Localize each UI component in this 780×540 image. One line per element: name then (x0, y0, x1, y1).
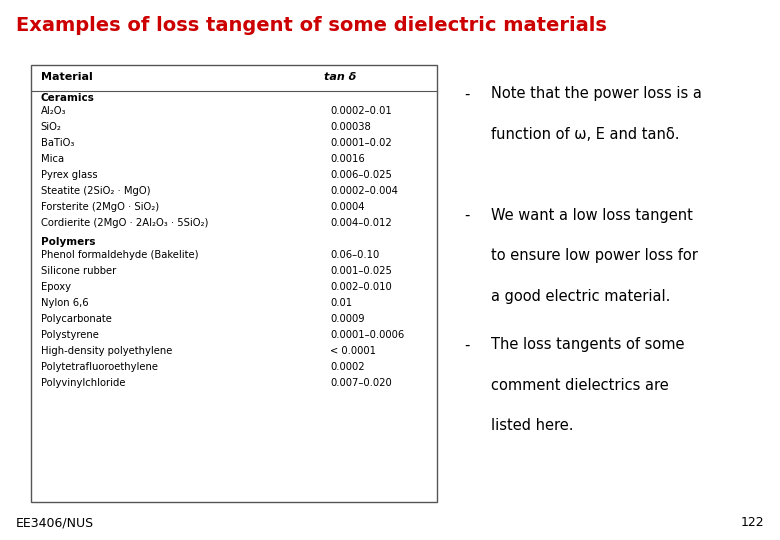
Text: < 0.0001: < 0.0001 (330, 346, 376, 356)
Text: -: - (464, 208, 470, 223)
Text: The loss tangents of some: The loss tangents of some (491, 338, 685, 353)
Text: 0.0016: 0.0016 (330, 154, 365, 164)
Text: 0.0002–0.01: 0.0002–0.01 (330, 106, 392, 117)
Text: function of ω, E and tanδ.: function of ω, E and tanδ. (491, 127, 680, 142)
Text: comment dielectrics are: comment dielectrics are (491, 378, 669, 393)
Text: Phenol formaldehyde (Bakelite): Phenol formaldehyde (Bakelite) (41, 250, 198, 260)
Text: Al₂O₃: Al₂O₃ (41, 106, 66, 117)
Text: Forsterite (2MgO · SiO₂): Forsterite (2MgO · SiO₂) (41, 202, 158, 212)
Text: listed here.: listed here. (491, 418, 574, 434)
Text: Pyrex glass: Pyrex glass (41, 170, 98, 180)
Text: 0.00038: 0.00038 (330, 123, 370, 132)
Text: Mica: Mica (41, 154, 64, 164)
Text: Material: Material (41, 72, 92, 82)
Text: 0.01: 0.01 (330, 298, 352, 308)
Text: 0.0001–0.0006: 0.0001–0.0006 (330, 330, 404, 340)
Text: Silicone rubber: Silicone rubber (41, 266, 115, 276)
Text: Polytetrafluoroethylene: Polytetrafluoroethylene (41, 362, 158, 372)
Text: Polyvinylchloride: Polyvinylchloride (41, 377, 125, 388)
Text: 122: 122 (741, 516, 764, 529)
Text: Note that the power loss is a: Note that the power loss is a (491, 86, 702, 102)
Text: 0.0001–0.02: 0.0001–0.02 (330, 138, 392, 149)
Text: Examples of loss tangent of some dielectric materials: Examples of loss tangent of some dielect… (16, 16, 607, 35)
Text: EE3406/NUS: EE3406/NUS (16, 516, 94, 529)
Text: 0.002–0.010: 0.002–0.010 (330, 282, 392, 292)
Text: We want a low loss tangent: We want a low loss tangent (491, 208, 693, 223)
Text: Ceramics: Ceramics (41, 93, 94, 103)
Text: Polycarbonate: Polycarbonate (41, 314, 112, 324)
Text: tan δ: tan δ (324, 72, 356, 82)
Text: 0.007–0.020: 0.007–0.020 (330, 377, 392, 388)
Text: High-density polyethylene: High-density polyethylene (41, 346, 172, 356)
Text: a good electric material.: a good electric material. (491, 289, 671, 304)
Text: 0.006–0.025: 0.006–0.025 (330, 170, 392, 180)
Text: 0.0002–0.004: 0.0002–0.004 (330, 186, 398, 196)
Text: Steatite (2SiO₂ · MgO): Steatite (2SiO₂ · MgO) (41, 186, 150, 196)
Text: 0.06–0.10: 0.06–0.10 (330, 250, 379, 260)
Text: 0.0002: 0.0002 (330, 362, 364, 372)
Text: Epoxy: Epoxy (41, 282, 70, 292)
Text: 0.004–0.012: 0.004–0.012 (330, 218, 392, 228)
Text: SiO₂: SiO₂ (41, 123, 62, 132)
Text: Nylon 6,6: Nylon 6,6 (41, 298, 88, 308)
Text: -: - (464, 338, 470, 353)
Text: 0.0004: 0.0004 (330, 202, 364, 212)
Text: Polystyrene: Polystyrene (41, 330, 98, 340)
Text: to ensure low power loss for: to ensure low power loss for (491, 248, 698, 264)
Text: -: - (464, 86, 470, 102)
FancyBboxPatch shape (31, 65, 437, 502)
Text: 0.001–0.025: 0.001–0.025 (330, 266, 392, 276)
Text: Cordierite (2MgO · 2Al₂O₃ · 5SiO₂): Cordierite (2MgO · 2Al₂O₃ · 5SiO₂) (41, 218, 208, 228)
Text: BaTiO₃: BaTiO₃ (41, 138, 74, 149)
Text: Polymers: Polymers (41, 237, 95, 247)
Text: 0.0009: 0.0009 (330, 314, 364, 324)
